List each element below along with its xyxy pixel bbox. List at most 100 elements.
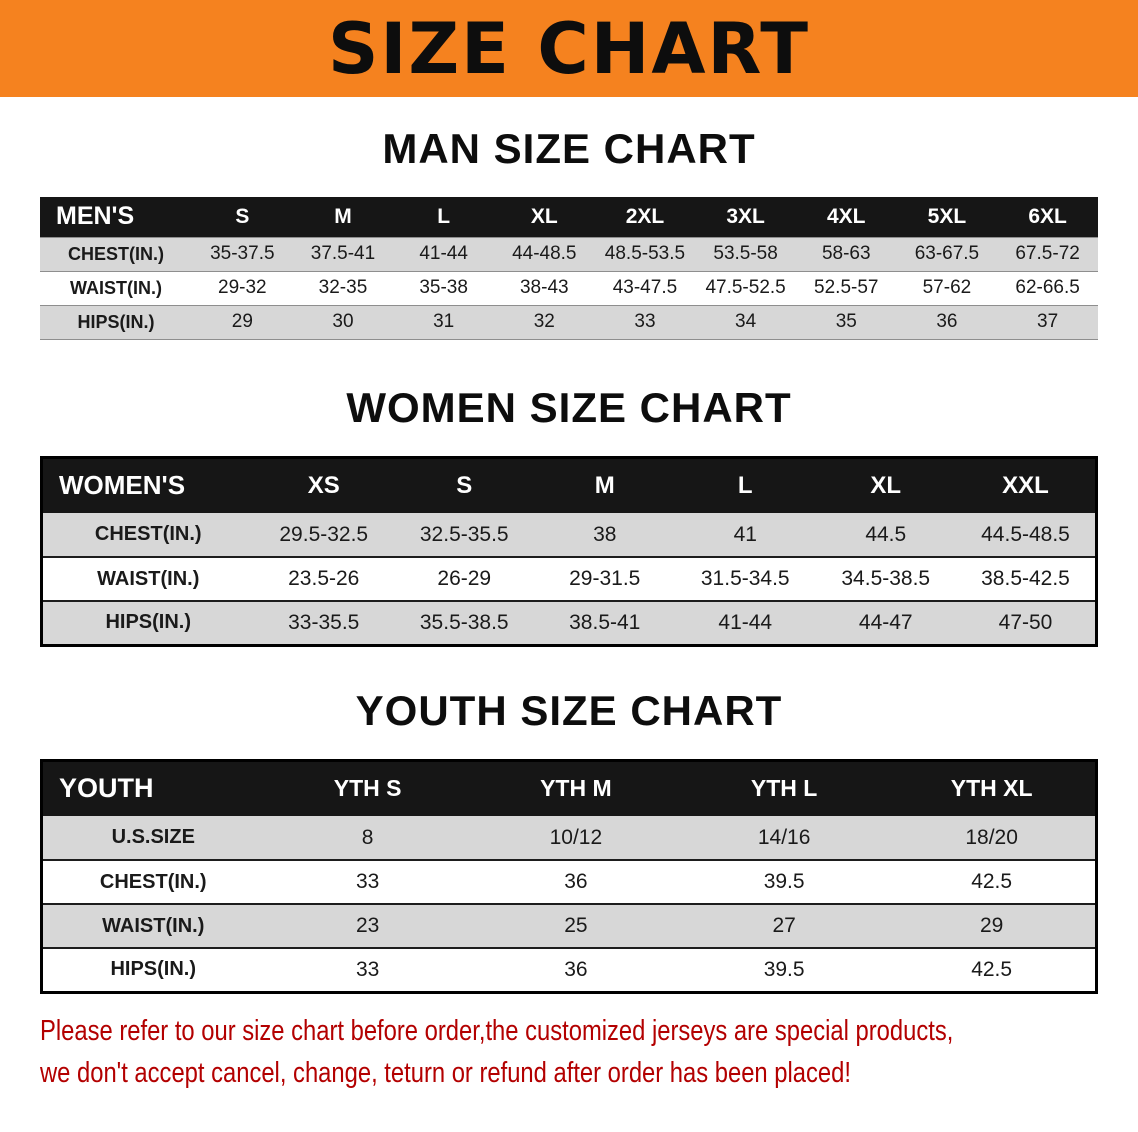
table-cell: 34 xyxy=(735,311,757,332)
table-cell: 38.5-42.5 xyxy=(981,567,1070,590)
row-label: HIPS(IN.) xyxy=(77,311,155,332)
size-column-header: 6XL xyxy=(997,197,1098,237)
table-cell: 44-48.5 xyxy=(512,243,577,264)
table-cell: 41-44 xyxy=(419,243,468,264)
table-cell: 36 xyxy=(564,870,588,893)
table-cell: 29-32 xyxy=(218,277,267,298)
table-cell: 58-63 xyxy=(821,243,871,264)
table-cell: 30 xyxy=(332,311,354,332)
women-size-section: WOMEN SIZE CHART WOMEN'S XS S M L XL XXL… xyxy=(0,384,1138,647)
table-cell: 57-62 xyxy=(922,277,972,298)
table-cell: 48.5-53.5 xyxy=(604,243,686,264)
table-cell: 63-67.5 xyxy=(914,243,980,264)
size-column-header: 2XL xyxy=(594,197,696,237)
row-label: WAIST(IN.) xyxy=(102,914,205,937)
table-cell: 29 xyxy=(231,311,253,332)
table-row: HIPS(IN.) 33 36 39.5 42.5 xyxy=(41,948,1097,992)
size-column-header: YTH XL xyxy=(888,760,1097,816)
table-cell: 41-44 xyxy=(718,610,773,634)
size-column-header: YTH L xyxy=(680,760,889,816)
size-column-header: XXL xyxy=(956,457,1097,513)
table-row: HIPS(IN.) 29 30 31 32 33 34 35 36 37 xyxy=(40,305,1098,339)
table-cell: 39.5 xyxy=(763,957,805,981)
table-cell: 23 xyxy=(355,914,380,937)
table-cell: 36 xyxy=(936,311,958,332)
row-label: HIPS(IN.) xyxy=(110,958,197,981)
men-size-table: MEN'S S M L XL 2XL 3XL 4XL 5XL 6XL CHEST… xyxy=(40,197,1098,340)
disclaimer-line-1: Please refer to our size chart before or… xyxy=(40,1014,954,1047)
table-cell: 32.5-35.5 xyxy=(419,522,509,546)
table-row: CHEST(IN.) 29.5-32.5 32.5-35.5 38 41 44.… xyxy=(41,513,1097,557)
table-cell: 44.5-48.5 xyxy=(981,522,1070,546)
size-column-header: S xyxy=(394,457,535,513)
table-cell: 38.5-41 xyxy=(569,610,641,634)
table-row: WAIST(IN.) 23 25 27 29 xyxy=(41,904,1097,948)
table-row: CHEST(IN.) 35-37.5 37.5-41 41-44 44-48.5… xyxy=(40,237,1098,271)
table-cell: 53.5-58 xyxy=(713,243,778,264)
table-cell: 35 xyxy=(835,311,857,332)
table-cell: 35-38 xyxy=(419,277,468,298)
table-cell: 33 xyxy=(355,870,380,893)
women-header-row: WOMEN'S XS S M L XL XXL xyxy=(41,457,1097,513)
table-cell: 39.5 xyxy=(763,870,805,893)
table-cell: 33-35.5 xyxy=(288,610,360,634)
row-label: CHEST(IN.) xyxy=(68,243,164,264)
table-cell: 23.5-26 xyxy=(288,567,360,590)
table-cell: 31 xyxy=(433,311,455,332)
table-cell: 26-29 xyxy=(437,567,492,590)
table-row: HIPS(IN.) 33-35.5 35.5-38.5 38.5-41 41-4… xyxy=(41,601,1097,645)
size-column-header: XS xyxy=(253,457,394,513)
size-column-header: 5XL xyxy=(896,197,998,237)
row-label: WAIST(IN.) xyxy=(70,277,162,298)
table-row: WAIST(IN.) 23.5-26 26-29 29-31.5 31.5-34… xyxy=(41,557,1097,601)
table-cell: 44-47 xyxy=(858,610,913,634)
table-cell: 62-66.5 xyxy=(1015,277,1080,298)
women-section-heading: WOMEN SIZE CHART xyxy=(346,383,792,431)
table-cell: 43-47.5 xyxy=(612,277,678,298)
disclaimer: Please refer to our size chart before or… xyxy=(40,1010,1138,1094)
table-cell: 27 xyxy=(772,914,796,937)
women-size-table: WOMEN'S XS S M L XL XXL CHEST(IN.) 29.5-… xyxy=(40,455,1098,647)
banner: SIZE CHART xyxy=(0,0,1138,97)
table-cell: 47-50 xyxy=(998,610,1053,634)
youth-size-section: YOUTH SIZE CHART YOUTH YTH S YTH M YTH L… xyxy=(0,687,1138,994)
youth-section-heading: YOUTH SIZE CHART xyxy=(355,686,783,734)
table-cell: 67.5-72 xyxy=(1015,243,1080,264)
table-cell: 34.5-38.5 xyxy=(841,567,931,590)
table-cell: 37 xyxy=(1037,311,1059,332)
size-column-header: L xyxy=(675,457,816,513)
size-column-header: 4XL xyxy=(795,197,897,237)
disclaimer-line-2: we don't accept cancel, change, teturn o… xyxy=(40,1056,851,1089)
table-cell: 32-35 xyxy=(318,277,368,298)
row-label: CHEST(IN.) xyxy=(99,870,207,893)
table-cell: 35-37.5 xyxy=(210,243,275,264)
table-cell: 33 xyxy=(355,957,380,981)
table-cell: 42.5 xyxy=(971,870,1013,893)
table-cell: 47.5-52.5 xyxy=(705,277,786,298)
size-column-header: 3XL xyxy=(695,197,796,237)
table-row: CHEST(IN.) 33 36 39.5 42.5 xyxy=(41,860,1097,904)
size-column-header: YTH M xyxy=(471,760,680,816)
row-label: CHEST(IN.) xyxy=(94,523,202,545)
table-cell: 38-43 xyxy=(519,277,569,298)
table-cell: 29.5-32.5 xyxy=(279,522,369,546)
table-cell: 37.5-41 xyxy=(310,243,376,264)
table-cell: 29-31.5 xyxy=(569,567,641,590)
size-column-header: S xyxy=(192,197,293,237)
table-cell: 8 xyxy=(361,825,374,849)
table-cell: 14/16 xyxy=(757,825,811,849)
youth-table-corner-header: YOUTH xyxy=(41,760,264,816)
men-section-heading: MAN SIZE CHART xyxy=(382,125,756,172)
table-cell: 36 xyxy=(564,957,588,981)
table-cell: 38 xyxy=(593,522,617,546)
size-column-header: L xyxy=(393,197,494,237)
row-label: HIPS(IN.) xyxy=(105,611,192,634)
table-row: U.S.SIZE 8 10/12 14/16 18/20 xyxy=(41,816,1097,860)
youth-header-row: YOUTH YTH S YTH M YTH L YTH XL xyxy=(41,760,1097,816)
table-cell: 35.5-38.5 xyxy=(419,610,509,634)
table-row: WAIST(IN.) 29-32 32-35 35-38 38-43 43-47… xyxy=(40,271,1098,305)
table-cell: 32 xyxy=(533,311,555,332)
size-column-header: YTH S xyxy=(263,760,472,816)
table-cell: 33 xyxy=(634,311,656,332)
table-cell: 42.5 xyxy=(971,957,1013,981)
